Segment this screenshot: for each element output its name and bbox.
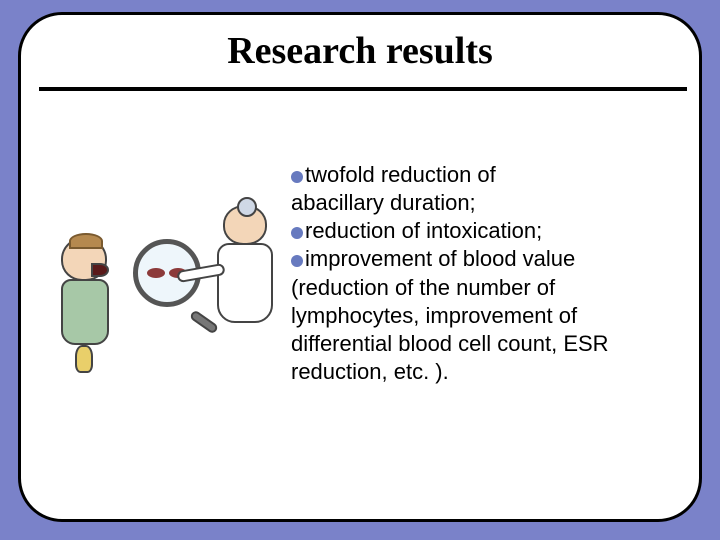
list-item-cont: abacillary duration; [291,189,659,217]
bullet-text: twofold reduction of [305,162,496,187]
title-underline [39,87,687,91]
bullet-icon [291,255,303,267]
bullet-icon [291,227,303,239]
illustration [61,197,281,417]
bullet-text: reduction of intoxication; [305,218,542,243]
bullet-list: twofold reduction of abacillary duration… [291,161,659,417]
list-item: improvement of blood value (reduction of… [291,245,659,386]
bullet-text: abacillary [291,190,384,215]
bullet-text: improvement of blood value (reduction of… [291,246,609,384]
page-title: Research results [21,29,699,73]
bullet-text: duration; [384,190,476,215]
content-row: twofold reduction of abacillary duration… [61,161,659,417]
bullet-icon [291,171,303,183]
content-card: Research results twofold reduction of [18,12,702,522]
list-item: twofold reduction of [291,161,659,189]
patient-figure [61,237,109,345]
doctor-figure [223,205,273,323]
list-item: reduction of intoxication; [291,217,659,245]
